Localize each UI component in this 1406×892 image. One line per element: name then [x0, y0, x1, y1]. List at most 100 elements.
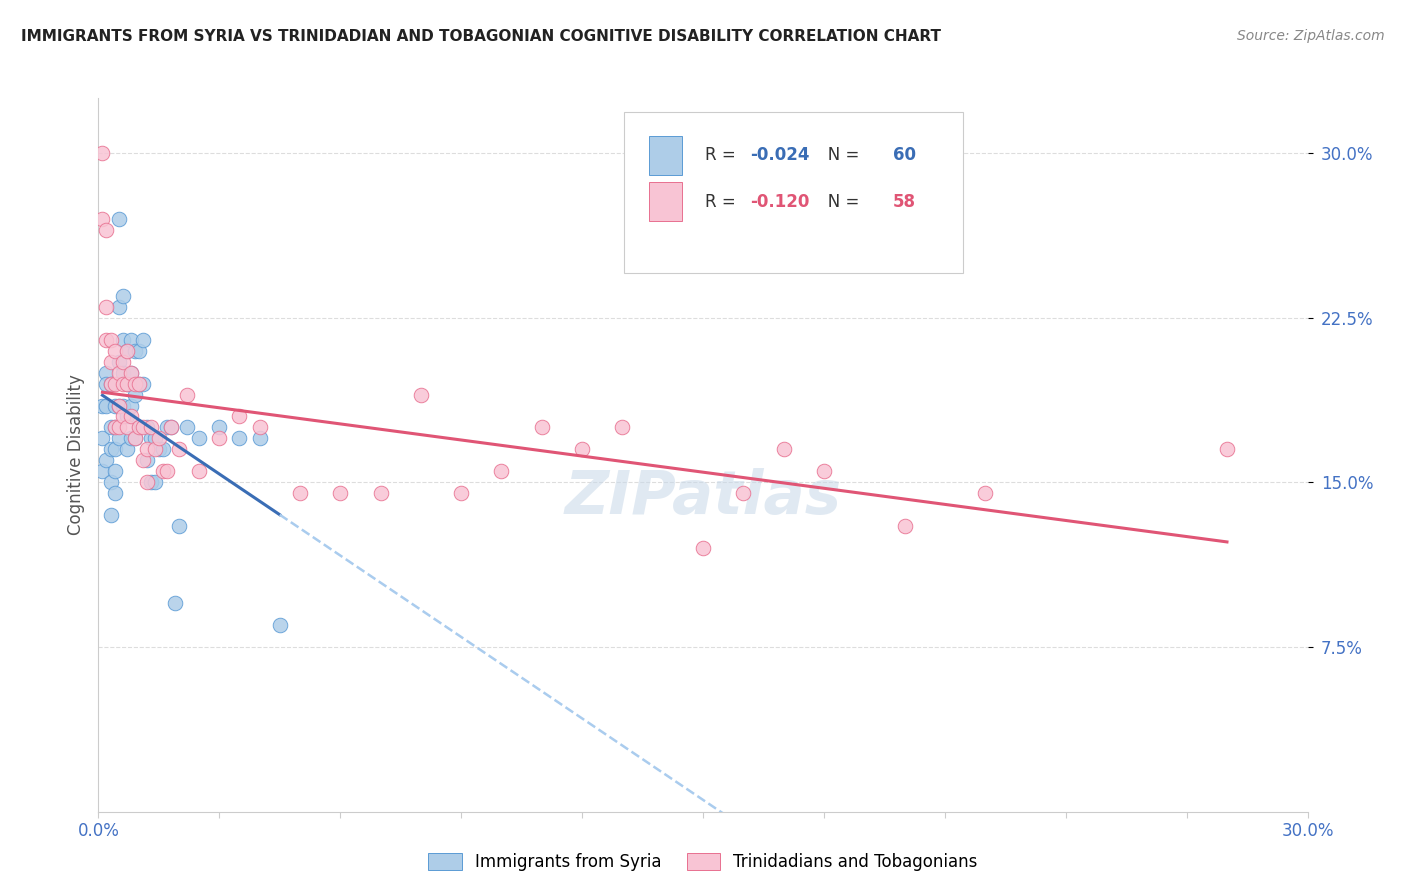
- Point: [96, 376, 118, 391]
- Point: [96, 453, 118, 467]
- Point: [111, 376, 134, 391]
- Point: [120, 366, 142, 380]
- Point: [132, 453, 155, 467]
- Point: [143, 442, 166, 457]
- Point: [120, 399, 142, 413]
- Point: [111, 366, 134, 380]
- FancyBboxPatch shape: [648, 182, 682, 221]
- Point: [813, 464, 835, 478]
- Point: [120, 366, 142, 380]
- Point: [135, 420, 157, 434]
- Point: [100, 376, 122, 391]
- Y-axis label: Cognitive Disability: Cognitive Disability: [66, 375, 84, 535]
- Text: Source: ZipAtlas.com: Source: ZipAtlas.com: [1237, 29, 1385, 43]
- Point: [107, 432, 129, 446]
- Point: [100, 508, 122, 523]
- Point: [692, 541, 714, 556]
- Point: [143, 432, 166, 446]
- Point: [228, 432, 250, 446]
- Point: [249, 420, 271, 434]
- Point: [176, 420, 198, 434]
- Point: [208, 432, 231, 446]
- Point: [450, 486, 472, 500]
- Point: [176, 387, 198, 401]
- Point: [148, 432, 170, 446]
- Point: [107, 399, 129, 413]
- Point: [91, 432, 114, 446]
- Point: [124, 432, 146, 446]
- FancyBboxPatch shape: [648, 136, 682, 175]
- Point: [188, 432, 211, 446]
- Point: [156, 420, 179, 434]
- Point: [1216, 442, 1239, 457]
- Point: [103, 376, 125, 391]
- Point: [91, 146, 114, 161]
- Point: [167, 442, 190, 457]
- FancyBboxPatch shape: [624, 112, 963, 273]
- Point: [107, 366, 129, 380]
- Point: [115, 376, 138, 391]
- Point: [128, 420, 150, 434]
- Point: [103, 486, 125, 500]
- Point: [103, 464, 125, 478]
- Point: [115, 343, 138, 358]
- Point: [128, 343, 150, 358]
- Text: N =: N =: [811, 193, 865, 211]
- Point: [91, 211, 114, 226]
- Point: [115, 442, 138, 457]
- Text: ZIPatlas: ZIPatlas: [564, 468, 842, 527]
- Text: 60: 60: [893, 146, 915, 164]
- Point: [96, 399, 118, 413]
- Point: [124, 343, 146, 358]
- Point: [103, 442, 125, 457]
- Point: [269, 618, 291, 632]
- Point: [135, 453, 157, 467]
- Point: [100, 354, 122, 368]
- Point: [409, 387, 432, 401]
- Point: [152, 464, 174, 478]
- Point: [249, 432, 271, 446]
- Point: [107, 399, 129, 413]
- Point: [91, 399, 114, 413]
- Point: [208, 420, 231, 434]
- Point: [167, 519, 190, 533]
- Point: [115, 420, 138, 434]
- Point: [96, 333, 118, 347]
- Point: [100, 442, 122, 457]
- Point: [100, 420, 122, 434]
- Point: [103, 420, 125, 434]
- Point: [612, 420, 634, 434]
- Point: [228, 409, 250, 424]
- Point: [107, 354, 129, 368]
- Point: [96, 300, 118, 314]
- Point: [329, 486, 352, 500]
- Point: [100, 333, 122, 347]
- Point: [120, 333, 142, 347]
- Point: [135, 475, 157, 490]
- Point: [100, 376, 122, 391]
- Point: [107, 300, 129, 314]
- Point: [96, 366, 118, 380]
- Point: [152, 442, 174, 457]
- Point: [111, 333, 134, 347]
- Point: [188, 464, 211, 478]
- Point: [107, 211, 129, 226]
- Text: 58: 58: [893, 193, 915, 211]
- Point: [974, 486, 997, 500]
- Point: [160, 420, 183, 434]
- Point: [530, 420, 553, 434]
- Text: -0.120: -0.120: [751, 193, 810, 211]
- Point: [91, 464, 114, 478]
- Point: [124, 432, 146, 446]
- Point: [115, 343, 138, 358]
- Text: N =: N =: [811, 146, 865, 164]
- Text: R =: R =: [706, 193, 741, 211]
- Point: [100, 475, 122, 490]
- Point: [103, 343, 125, 358]
- Point: [111, 354, 134, 368]
- Point: [115, 409, 138, 424]
- Point: [128, 420, 150, 434]
- Point: [571, 442, 593, 457]
- Point: [128, 376, 150, 391]
- Point: [148, 442, 170, 457]
